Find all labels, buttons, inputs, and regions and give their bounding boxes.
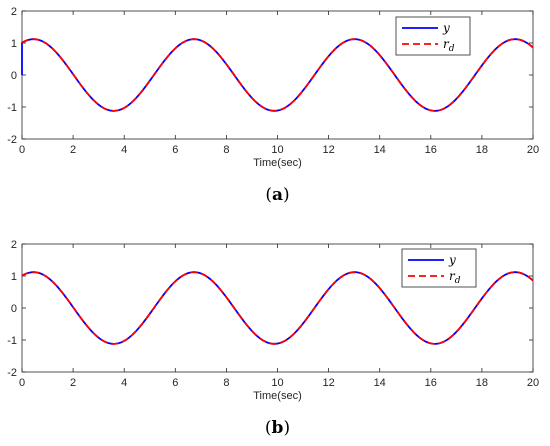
x-tick-label: 12 bbox=[322, 144, 334, 156]
x-tick-label: 0 bbox=[19, 377, 25, 389]
legend-label-r-d: rd bbox=[443, 37, 455, 54]
x-axis-label: Time(sec) bbox=[253, 157, 301, 169]
y-tick-label: -1 bbox=[7, 335, 17, 347]
y-tick-label: 2 bbox=[11, 6, 17, 18]
panel-caption: (a) bbox=[265, 185, 289, 205]
y-tick-label: 0 bbox=[11, 303, 17, 315]
x-tick-label: 2 bbox=[70, 144, 76, 156]
legend-box bbox=[401, 248, 477, 288]
y-tick-label: 1 bbox=[11, 271, 17, 283]
x-tick-label: 20 bbox=[527, 377, 539, 389]
y-tick-label: -1 bbox=[7, 102, 17, 114]
x-tick-label: 16 bbox=[425, 377, 437, 389]
series-line-r-d bbox=[21, 271, 534, 345]
x-tick-label: 6 bbox=[172, 144, 178, 156]
x-tick-label: 16 bbox=[425, 144, 437, 156]
x-tick-label: 12 bbox=[322, 377, 334, 389]
x-tick-label: 0 bbox=[19, 144, 25, 156]
y-tick-label: -2 bbox=[7, 367, 17, 379]
y-tick-label: -2 bbox=[7, 134, 17, 146]
legend-label-y: y bbox=[442, 21, 450, 35]
x-tick-label: 8 bbox=[223, 144, 229, 156]
legend-label-y: y bbox=[448, 253, 456, 267]
x-tick-label: 14 bbox=[374, 377, 386, 389]
legend: y rd bbox=[395, 16, 471, 56]
series-line-r-d bbox=[21, 38, 534, 112]
legend: y rd bbox=[401, 248, 477, 288]
x-axis-label: Time(sec) bbox=[253, 390, 301, 402]
legend-box bbox=[395, 16, 471, 56]
x-tick-label: 6 bbox=[172, 377, 178, 389]
x-tick-label: 10 bbox=[271, 144, 283, 156]
x-tick-label: 18 bbox=[476, 377, 488, 389]
x-tick-label: 10 bbox=[271, 377, 283, 389]
x-tick-label: 14 bbox=[374, 144, 386, 156]
x-tick-label: 4 bbox=[121, 144, 127, 156]
y-tick-label: 1 bbox=[11, 38, 17, 50]
x-tick-label: 8 bbox=[223, 377, 229, 389]
x-tick-label: 4 bbox=[121, 377, 127, 389]
x-tick-label: 20 bbox=[527, 144, 539, 156]
panel-caption: (b) bbox=[265, 418, 290, 438]
x-tick-label: 2 bbox=[70, 377, 76, 389]
y-tick-label: 2 bbox=[11, 239, 17, 251]
x-tick-label: 18 bbox=[476, 144, 488, 156]
legend-label-r-d: rd bbox=[449, 269, 461, 286]
y-tick-label: 0 bbox=[11, 70, 17, 82]
